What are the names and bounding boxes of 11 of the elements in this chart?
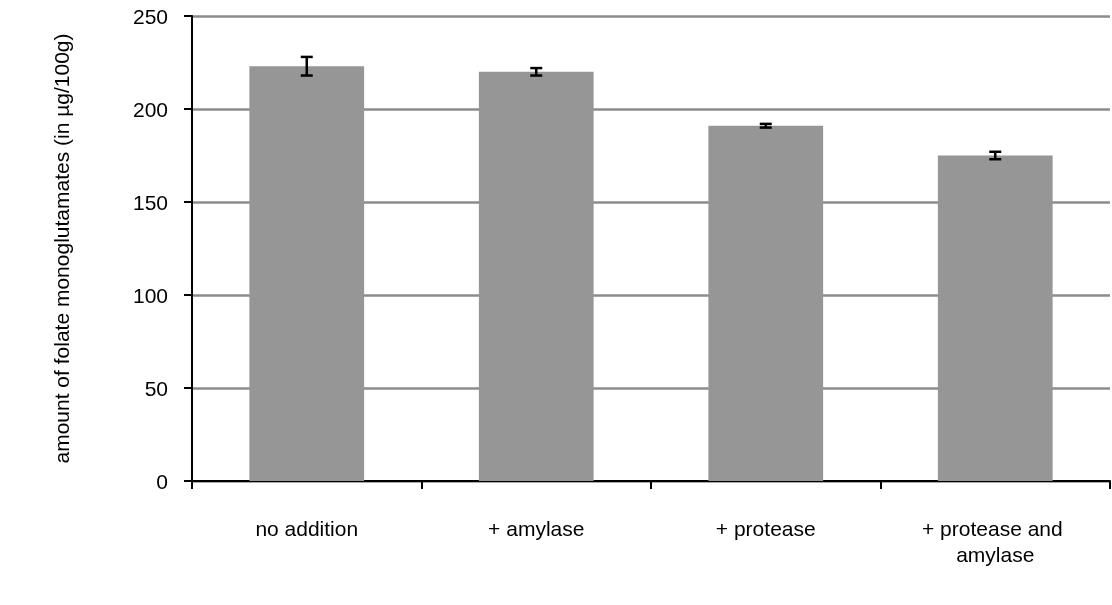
x-tick-label: + protease [715, 516, 816, 540]
x-tick-label: no addition [255, 516, 359, 540]
x-tick-label: + amylase [488, 516, 585, 540]
y-tick-label: 150 [132, 190, 168, 214]
y-tick-label: 100 [132, 283, 168, 307]
x-tick-label: + protease and amylase [921, 516, 1069, 566]
y-axis-title: amount of folate monoglutamates (in µg/100g) [49, 33, 73, 464]
y-tick-label: 0 [156, 469, 168, 493]
y-tick-label: 200 [132, 97, 168, 121]
y-tick-label: 250 [132, 4, 168, 28]
y-tick-label: 50 [144, 376, 168, 400]
